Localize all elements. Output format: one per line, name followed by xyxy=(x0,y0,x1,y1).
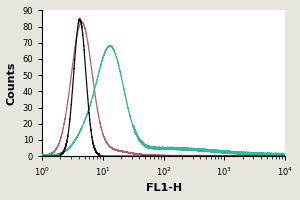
Y-axis label: Counts: Counts xyxy=(7,62,17,105)
X-axis label: FL1-H: FL1-H xyxy=(146,183,182,193)
